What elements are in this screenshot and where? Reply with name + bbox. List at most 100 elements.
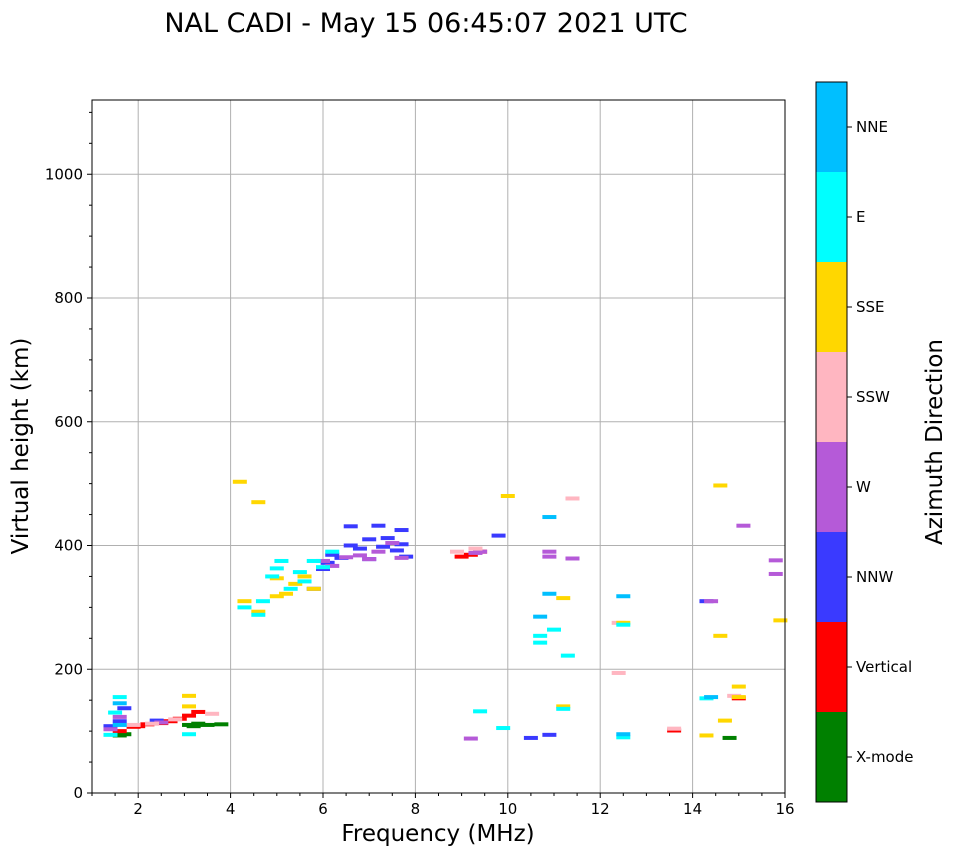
data-point bbox=[306, 586, 321, 591]
series-sse bbox=[182, 479, 788, 738]
data-point bbox=[736, 523, 751, 528]
data-point bbox=[473, 549, 488, 554]
data-point bbox=[316, 558, 330, 563]
data-point bbox=[371, 549, 386, 554]
data-point bbox=[565, 496, 580, 501]
data-point bbox=[380, 536, 395, 541]
data-point bbox=[523, 735, 538, 740]
data-point bbox=[616, 594, 631, 599]
data-point bbox=[713, 633, 728, 638]
data-point bbox=[112, 729, 127, 734]
data-point bbox=[325, 549, 340, 554]
data-point bbox=[611, 670, 626, 675]
x-tick-label: 6 bbox=[318, 800, 328, 818]
data-point bbox=[265, 574, 280, 579]
data-point bbox=[103, 732, 118, 737]
data-point bbox=[306, 558, 321, 563]
colorbar-label: NNE bbox=[856, 118, 888, 136]
x-axis-ticks: 2 4 6 8 10 12 14 16 bbox=[91, 793, 795, 818]
data-point bbox=[279, 591, 294, 596]
data-point bbox=[103, 724, 118, 729]
data-point bbox=[117, 706, 132, 711]
data-point bbox=[283, 586, 298, 591]
x-gridlines bbox=[137, 100, 786, 793]
data-point bbox=[556, 706, 571, 711]
data-point bbox=[182, 693, 197, 698]
y-tick-label: 800 bbox=[54, 289, 83, 307]
data-point bbox=[297, 574, 312, 579]
data-point bbox=[325, 563, 340, 568]
colorbar-segment bbox=[816, 352, 847, 442]
data-point bbox=[343, 524, 358, 529]
colorbar-label: X-mode bbox=[856, 748, 913, 766]
y-tick-label: 0 bbox=[73, 784, 83, 802]
data-point bbox=[154, 720, 169, 725]
data-point bbox=[704, 599, 719, 604]
data-point bbox=[556, 596, 571, 601]
series-w bbox=[103, 523, 783, 741]
data-point bbox=[547, 627, 561, 632]
data-point bbox=[145, 721, 160, 726]
data-point bbox=[214, 722, 229, 727]
x-tick-label: 16 bbox=[775, 800, 794, 818]
data-point bbox=[352, 553, 367, 558]
y-tick-label: 400 bbox=[54, 537, 83, 555]
y-tick-label: 600 bbox=[54, 413, 83, 431]
y-tick-label: 200 bbox=[54, 660, 83, 678]
data-point bbox=[533, 640, 548, 645]
data-point bbox=[325, 552, 340, 557]
data-point bbox=[186, 724, 201, 729]
data-point bbox=[496, 726, 511, 731]
data-point bbox=[713, 483, 728, 488]
data-point bbox=[616, 732, 631, 737]
colorbar-title: Azimuth Direction bbox=[922, 339, 948, 545]
colorbar-label: SSW bbox=[856, 388, 890, 406]
data-point bbox=[394, 555, 409, 560]
colorbar-label: E bbox=[856, 208, 865, 226]
data-point bbox=[473, 709, 488, 714]
data-point bbox=[269, 594, 284, 599]
data-point bbox=[112, 722, 127, 727]
data-point bbox=[542, 554, 557, 559]
data-point bbox=[117, 732, 132, 737]
data-point bbox=[112, 714, 127, 719]
colorbar-segment bbox=[816, 622, 847, 712]
data-point bbox=[200, 722, 215, 727]
x-tick-label: 10 bbox=[498, 800, 517, 818]
data-point bbox=[491, 533, 506, 538]
data-point bbox=[251, 500, 266, 505]
data-point bbox=[232, 479, 247, 484]
data-point bbox=[103, 727, 118, 732]
data-point bbox=[616, 622, 631, 627]
data-point bbox=[542, 732, 557, 737]
data-point bbox=[182, 732, 197, 737]
data-marks bbox=[103, 479, 788, 741]
data-point bbox=[768, 558, 783, 563]
data-point bbox=[112, 695, 127, 700]
data-point bbox=[731, 684, 746, 689]
data-point bbox=[343, 543, 358, 548]
plot-area: 2 4 6 8 10 12 14 16 0 200 400 600 800 1000 bbox=[45, 99, 795, 818]
data-point bbox=[717, 718, 732, 723]
data-point bbox=[255, 599, 270, 604]
data-point bbox=[274, 558, 289, 563]
data-point bbox=[112, 701, 127, 706]
data-point bbox=[339, 555, 354, 560]
data-point bbox=[385, 541, 400, 546]
data-point bbox=[362, 537, 377, 542]
y-tick-label: 1000 bbox=[45, 165, 83, 183]
x-axis-label: Frequency (MHz) bbox=[341, 821, 534, 847]
data-point bbox=[542, 591, 557, 596]
data-point bbox=[316, 565, 330, 570]
series-x-mode bbox=[112, 721, 737, 740]
data-point bbox=[500, 494, 515, 498]
data-point bbox=[112, 719, 127, 724]
colorbar-segment bbox=[816, 712, 847, 802]
data-point bbox=[449, 549, 464, 554]
plot-background bbox=[92, 100, 785, 793]
data-point bbox=[454, 554, 469, 559]
x-tick-label: 12 bbox=[591, 800, 610, 818]
data-point bbox=[533, 633, 548, 638]
x-tick-label: 8 bbox=[411, 800, 421, 818]
